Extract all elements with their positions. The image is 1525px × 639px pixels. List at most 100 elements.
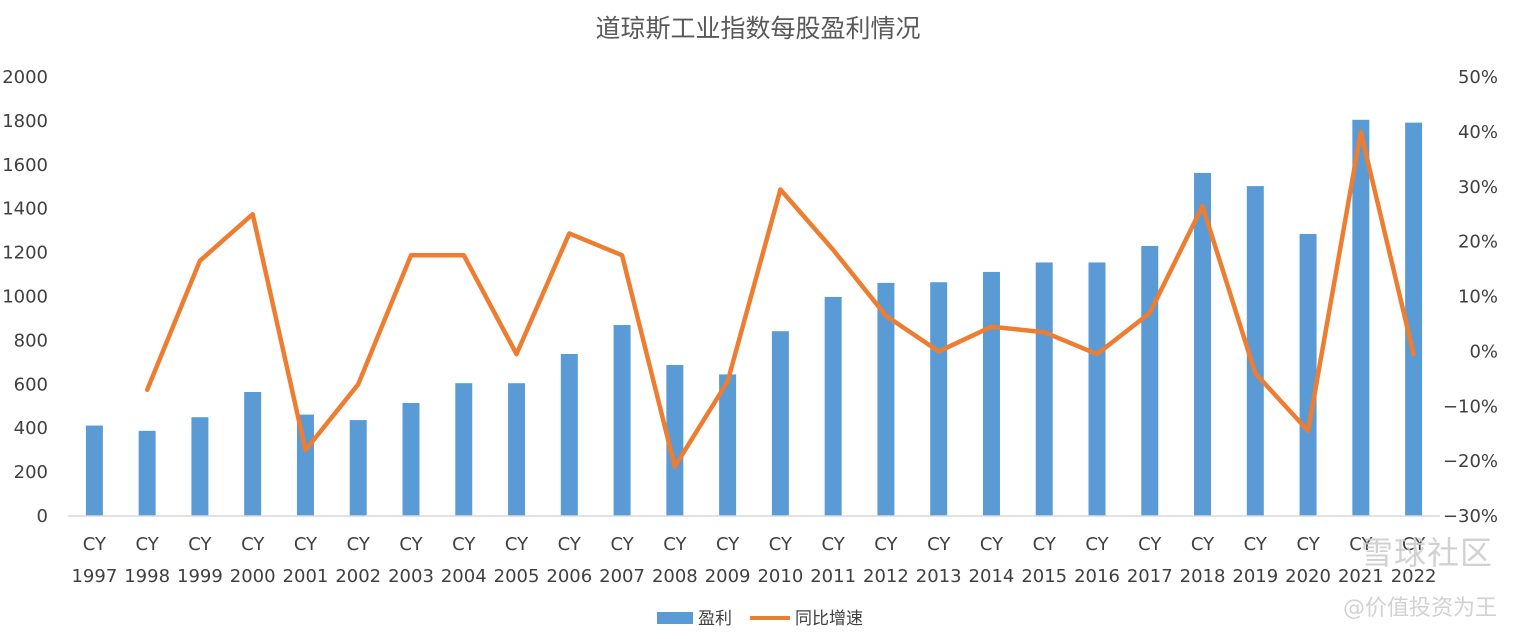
x-tick-label-prefix: CY [1296, 534, 1320, 555]
x-tick-label-prefix: CY [663, 534, 687, 555]
earnings-bar [1194, 172, 1212, 516]
left-axis-ticks: 0 200 400 600 800 1000 1200 1400 1600 1800 2000 [2, 67, 48, 527]
right-tick-label: 0% [1469, 341, 1498, 362]
x-tick-label-prefix: CY [136, 534, 160, 555]
earnings-bar [402, 402, 420, 516]
earnings-bar [455, 383, 473, 516]
x-tick-label-year: 2015 [1021, 566, 1067, 587]
earnings-bar [1299, 233, 1317, 516]
earnings-bar [560, 354, 578, 516]
x-tick-label-prefix: CY [927, 534, 951, 555]
right-tick-label: 20% [1458, 232, 1498, 253]
x-tick-label-year: 2018 [1180, 566, 1226, 587]
left-tick-label: 600 [14, 374, 48, 395]
x-tick-label-prefix: CY [241, 534, 265, 555]
x-tick-label-year: 2012 [863, 566, 909, 587]
earnings-bar [877, 282, 895, 516]
x-tick-label-year: 2003 [388, 566, 434, 587]
x-tick-label-year: 2009 [705, 566, 751, 587]
x-tick-label-prefix: CY [874, 534, 898, 555]
earnings-bars [85, 119, 1423, 517]
earnings-bar [349, 420, 367, 516]
right-tick-label: 40% [1458, 122, 1498, 143]
earnings-bar [1088, 262, 1106, 516]
watermark-brand: 雪球社区 [1360, 534, 1493, 572]
legend-label-growth: 同比增速 [795, 609, 863, 629]
x-tick-label-prefix: CY [769, 534, 793, 555]
earnings-bar [1141, 246, 1159, 516]
earnings-bar [191, 417, 209, 516]
earnings-bar [613, 325, 631, 516]
x-tick-label-prefix: CY [1033, 534, 1057, 555]
earnings-bar [1405, 122, 1423, 516]
left-tick-label: 1200 [2, 243, 48, 264]
right-tick-label: 50% [1458, 67, 1498, 88]
x-tick-label-year: 2013 [916, 566, 962, 587]
left-tick-label: 1600 [2, 155, 48, 176]
x-tick-label-prefix: CY [1402, 534, 1426, 555]
x-tick-label-prefix: CY [505, 534, 529, 555]
legend-swatch-earnings [657, 612, 693, 624]
x-tick-label-prefix: CY [1191, 534, 1215, 555]
earnings-bar [85, 425, 103, 516]
x-tick-label-prefix: CY [980, 534, 1004, 555]
growth-line-series [144, 129, 1416, 469]
right-tick-label: 10% [1458, 287, 1498, 308]
x-tick-label-year: 2020 [1285, 566, 1331, 587]
earnings-bar [1246, 186, 1264, 517]
x-tick-label-year: 2019 [1232, 566, 1278, 587]
earnings-bar [982, 271, 1000, 516]
x-tick-label-prefix: CY [452, 534, 476, 555]
x-tick-label-prefix: CY [294, 534, 318, 555]
x-tick-label-year: 2021 [1338, 566, 1384, 587]
x-tick-label-year: 2001 [283, 566, 329, 587]
right-axis-ticks: −30% −20% −10% 0% 10% 20% 30% 40% 50% [1443, 67, 1498, 527]
x-axis-labels: CY 1997 CY 1998 CY 1999 CY 2000 CY 2001 CY 2002 CY 20… [71, 534, 1436, 587]
earnings-bar [1035, 262, 1053, 516]
x-tick-label-year: 2011 [810, 566, 856, 587]
x-tick-label-year: 2014 [969, 566, 1015, 587]
earnings-bar [1352, 119, 1370, 517]
x-tick-label-prefix: CY [83, 534, 107, 555]
legend: 盈利 同比增速 [657, 609, 863, 629]
earnings-bar [244, 391, 262, 516]
x-tick-label-year: 1997 [71, 566, 117, 587]
left-tick-label: 200 [14, 462, 48, 483]
earnings-bar [138, 430, 156, 516]
left-tick-label: 1000 [2, 287, 48, 308]
left-tick-label: 1400 [2, 199, 48, 220]
x-tick-label-prefix: CY [716, 534, 740, 555]
earnings-bar [771, 331, 789, 516]
x-tick-label-year: 2006 [546, 566, 592, 587]
x-tick-label-prefix: CY [822, 534, 846, 555]
left-tick-label: 400 [14, 418, 48, 439]
left-tick-label: 2000 [2, 67, 48, 88]
x-tick-label-prefix: CY [610, 534, 634, 555]
x-tick-label-prefix: CY [1244, 534, 1268, 555]
x-tick-label-prefix: CY [1138, 534, 1162, 555]
earnings-bar [719, 374, 737, 516]
left-tick-label: 1800 [2, 111, 48, 132]
earnings-bar [824, 296, 842, 516]
left-tick-label: 0 [37, 506, 48, 527]
x-tick-label-year: 1998 [124, 566, 170, 587]
right-tick-label: −30% [1443, 506, 1498, 527]
growth-line [144, 129, 1416, 469]
x-tick-label-prefix: CY [558, 534, 582, 555]
x-tick-label-year: 2017 [1127, 566, 1173, 587]
chart-title: 道琼斯工业指数每股盈利情况 [595, 14, 920, 43]
x-tick-label-year: 2008 [652, 566, 698, 587]
x-tick-label-year: 2002 [335, 566, 381, 587]
right-tick-label: 30% [1458, 177, 1498, 198]
x-tick-label-year: 2010 [757, 566, 803, 587]
x-tick-label-year: 2007 [599, 566, 645, 587]
x-tick-label-year: 2000 [230, 566, 276, 587]
x-tick-label-prefix: CY [188, 534, 212, 555]
x-tick-label-year: 2016 [1074, 566, 1120, 587]
earnings-bar [930, 282, 948, 516]
watermark-author: @价值投资为王 [1342, 596, 1497, 621]
x-tick-label-year: 1999 [177, 566, 223, 587]
legend-label-earnings: 盈利 [698, 609, 732, 629]
right-tick-label: −10% [1443, 396, 1498, 417]
